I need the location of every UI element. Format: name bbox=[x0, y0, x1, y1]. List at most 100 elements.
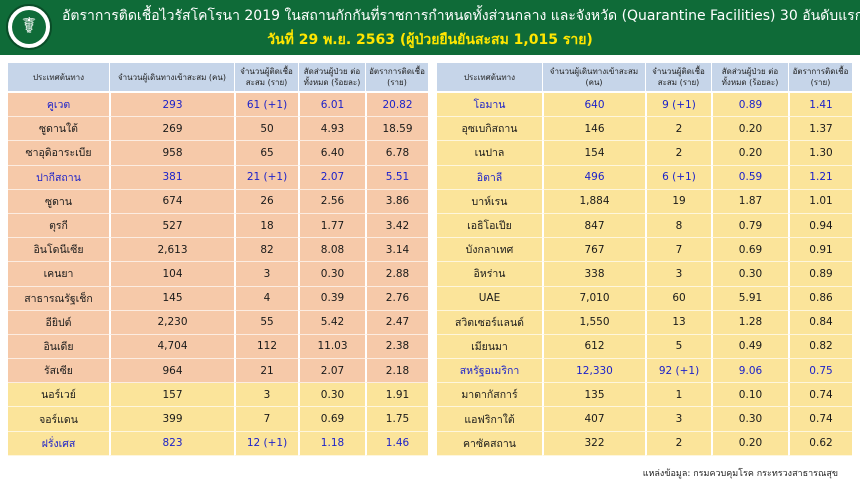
cell-country: สหรัฐอเมริกา bbox=[437, 359, 542, 384]
cell-travelers: 1,884 bbox=[542, 189, 645, 214]
cell-ratio: 0.79 bbox=[711, 213, 788, 239]
cell-infected: 6 (+1) bbox=[645, 165, 711, 190]
table-row: ซูดานใต้ 269 50 4.93 18.59 bbox=[8, 117, 428, 142]
table-row: ซูดาน 674 26 2.56 3.86 bbox=[8, 189, 428, 214]
cell-infected: 18 bbox=[234, 213, 298, 239]
col-header-country: ประเทศต้นทาง bbox=[8, 63, 109, 93]
cell-country: เอธิโอเปีย bbox=[437, 213, 542, 239]
cell-travelers: 2,613 bbox=[109, 238, 234, 263]
cell-travelers: 527 bbox=[109, 213, 234, 239]
right-table: ประเทศต้นทาง จำนวนผู้เดินทางเข้าสะสม (คน… bbox=[437, 63, 852, 456]
cell-country: โอมาน bbox=[437, 93, 542, 118]
cell-infected: 5 bbox=[645, 334, 711, 360]
col-header-country: ประเทศต้นทาง bbox=[437, 63, 542, 93]
cell-rate: 0.91 bbox=[788, 238, 852, 263]
table-row: ตุรกี 527 18 1.77 3.42 bbox=[8, 213, 428, 239]
cell-travelers: 104 bbox=[109, 262, 234, 287]
table-row: คูเวต 293 61 (+1) 6.01 20.82 bbox=[8, 93, 428, 118]
table-row: เนปาล 154 2 0.20 1.30 bbox=[437, 141, 852, 166]
col-header-ratio: สัดส่วนผู้ป่วย ต่อทั้งหมด (ร้อยละ) bbox=[711, 63, 788, 93]
table-row: อุซเบกิสถาน 146 2 0.20 1.37 bbox=[437, 117, 852, 142]
table-row: ซาอุดิอาระเบีย 958 65 6.40 6.78 bbox=[8, 141, 428, 166]
cell-rate: 6.78 bbox=[365, 141, 428, 166]
cell-travelers: 2,230 bbox=[109, 310, 234, 335]
table-row: บังกลาเทศ 767 7 0.69 0.91 bbox=[437, 238, 852, 263]
cell-country: อินโดนีเซีย bbox=[8, 238, 109, 263]
cell-rate: 2.38 bbox=[365, 334, 428, 360]
right-table-body: โอมาน 640 9 (+1) 0.89 1.41 อุซเบกิสถาน 146 2 0.2… bbox=[437, 93, 852, 456]
cell-travelers: 146 bbox=[542, 117, 645, 142]
cell-rate: 0.74 bbox=[788, 383, 852, 408]
cell-ratio: 6.01 bbox=[298, 93, 365, 118]
cell-infected: 4 bbox=[234, 286, 298, 311]
cell-ratio: 2.07 bbox=[298, 359, 365, 384]
table-row: สาธารณรัฐเช็ก 145 4 0.39 2.76 bbox=[8, 286, 428, 311]
table-row: บาห์เรน 1,884 19 1.87 1.01 bbox=[437, 189, 852, 214]
cell-travelers: 135 bbox=[542, 383, 645, 408]
source-note: แหล่งข้อมูล: กรมควบคุมโรค กระทรวงสาธารณส… bbox=[642, 469, 838, 479]
cell-country: บังกลาเทศ bbox=[437, 238, 542, 263]
table-row: อินเดีย 4,704 112 11.03 2.38 bbox=[8, 334, 428, 360]
cell-ratio: 4.93 bbox=[298, 117, 365, 142]
left-table-panel: ประเทศต้นทาง จำนวนผู้เดินทางเข้าสะสม (คน… bbox=[8, 63, 428, 461]
table-row: อียิปต์ 2,230 55 5.42 2.47 bbox=[8, 310, 428, 335]
cell-country: ฝรั่งเศส bbox=[8, 431, 109, 456]
cell-ratio: 6.40 bbox=[298, 141, 365, 166]
cell-ratio: 0.69 bbox=[298, 407, 365, 432]
cell-travelers: 12,330 bbox=[542, 359, 645, 384]
cell-ratio: 2.56 bbox=[298, 189, 365, 214]
cell-ratio: 0.30 bbox=[711, 407, 788, 432]
col-header-travelers: จำนวนผู้เดินทางเข้าสะสม (คน) bbox=[109, 63, 234, 93]
cell-ratio: 5.91 bbox=[711, 286, 788, 311]
cell-country: มาดากัสการ์ bbox=[437, 383, 542, 408]
table-row: เอธิโอเปีย 847 8 0.79 0.94 bbox=[437, 213, 852, 239]
cell-ratio: 0.20 bbox=[711, 117, 788, 142]
cell-infected: 21 (+1) bbox=[234, 165, 298, 190]
cell-travelers: 269 bbox=[109, 117, 234, 142]
cell-country: ปากีสถาน bbox=[8, 165, 109, 190]
cell-rate: 2.18 bbox=[365, 359, 428, 384]
table-row: เมียนมา 612 5 0.49 0.82 bbox=[437, 334, 852, 360]
cell-rate: 1.01 bbox=[788, 189, 852, 214]
cell-rate: 2.47 bbox=[365, 310, 428, 335]
cell-infected: 3 bbox=[234, 262, 298, 287]
cell-rate: 0.89 bbox=[788, 262, 852, 287]
table-row: อิหร่าน 338 3 0.30 0.89 bbox=[437, 262, 852, 287]
cell-country: เมียนมา bbox=[437, 334, 542, 360]
cell-infected: 55 bbox=[234, 310, 298, 335]
cell-infected: 112 bbox=[234, 334, 298, 360]
cell-ratio: 8.08 bbox=[298, 238, 365, 263]
cell-infected: 2 bbox=[645, 141, 711, 166]
cell-travelers: 338 bbox=[542, 262, 645, 287]
cell-country: UAE bbox=[437, 286, 542, 311]
table-row: เคนยา 104 3 0.30 2.88 bbox=[8, 262, 428, 287]
cell-ratio: 0.59 bbox=[711, 165, 788, 190]
cell-travelers: 407 bbox=[542, 407, 645, 432]
cell-ratio: 0.30 bbox=[298, 383, 365, 408]
cell-infected: 13 bbox=[645, 310, 711, 335]
right-table-panel: ประเทศต้นทาง จำนวนผู้เดินทางเข้าสะสม (คน… bbox=[437, 63, 852, 461]
cell-ratio: 1.28 bbox=[711, 310, 788, 335]
cell-rate: 0.62 bbox=[788, 431, 852, 456]
table-row: มาดากัสการ์ 135 1 0.10 0.74 bbox=[437, 383, 852, 408]
cell-ratio: 1.77 bbox=[298, 213, 365, 239]
cell-ratio: 0.89 bbox=[711, 93, 788, 118]
cell-travelers: 496 bbox=[542, 165, 645, 190]
cell-ratio: 1.87 bbox=[711, 189, 788, 214]
cell-rate: 18.59 bbox=[365, 117, 428, 142]
cell-ratio: 0.10 bbox=[711, 383, 788, 408]
table-row: อินโดนีเซีย 2,613 82 8.08 3.14 bbox=[8, 238, 428, 263]
cell-infected: 21 bbox=[234, 359, 298, 384]
table-row: ปากีสถาน 381 21 (+1) 2.07 5.51 bbox=[8, 165, 428, 190]
cell-travelers: 157 bbox=[109, 383, 234, 408]
cell-rate: 1.91 bbox=[365, 383, 428, 408]
cell-travelers: 7,010 bbox=[542, 286, 645, 311]
cell-travelers: 958 bbox=[109, 141, 234, 166]
cell-country: คูเวต bbox=[8, 93, 109, 118]
cell-country: อียิปต์ bbox=[8, 310, 109, 335]
table-row: โอมาน 640 9 (+1) 0.89 1.41 bbox=[437, 93, 852, 118]
cell-rate: 1.30 bbox=[788, 141, 852, 166]
cell-ratio: 0.49 bbox=[711, 334, 788, 360]
col-header-travelers: จำนวนผู้เดินทางเข้าสะสม (คน) bbox=[542, 63, 645, 93]
cell-country: ตุรกี bbox=[8, 213, 109, 239]
